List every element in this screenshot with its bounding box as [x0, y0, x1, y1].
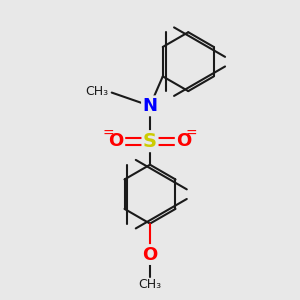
Text: =: = [103, 127, 115, 141]
Text: CH₃: CH₃ [138, 278, 162, 291]
Text: S: S [143, 132, 157, 151]
Text: N: N [142, 97, 158, 115]
Text: CH₃: CH₃ [86, 85, 109, 98]
Text: O: O [142, 245, 158, 263]
Text: =: = [185, 127, 197, 141]
Text: O: O [176, 132, 191, 150]
Text: O: O [109, 132, 124, 150]
